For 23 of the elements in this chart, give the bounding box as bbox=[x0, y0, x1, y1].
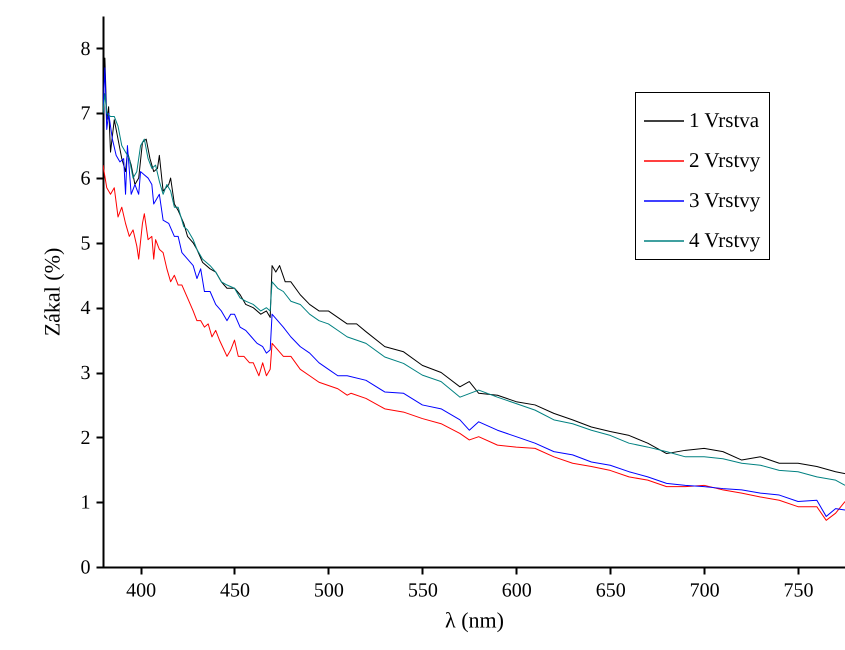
y-tick-label: 6 bbox=[80, 168, 90, 190]
x-tick-label: 750 bbox=[784, 580, 814, 602]
x-axis-title: λ (nm) bbox=[445, 608, 504, 632]
legend-label: 4 Vrstvy bbox=[689, 228, 761, 252]
x-tick-label: 450 bbox=[220, 580, 250, 602]
y-tick-label: 5 bbox=[80, 232, 90, 254]
y-tick-label: 1 bbox=[80, 492, 90, 514]
legend-label: 2 Vrstvy bbox=[689, 148, 761, 172]
legend-label: 3 Vrstvy bbox=[689, 188, 761, 212]
x-tick-label: 500 bbox=[314, 580, 344, 602]
y-tick-label: 4 bbox=[80, 297, 90, 320]
y-tick-label: 7 bbox=[80, 102, 90, 125]
y-tick-label: 0 bbox=[80, 556, 90, 578]
x-tick-label: 400 bbox=[126, 580, 156, 602]
x-tick-label: 700 bbox=[690, 580, 720, 602]
y-tick-label: 2 bbox=[80, 426, 90, 449]
x-tick-label: 600 bbox=[502, 580, 532, 602]
legend-label: 1 Vrstva bbox=[689, 108, 760, 132]
y-tick-label: 8 bbox=[80, 38, 90, 60]
x-tick-label: 550 bbox=[408, 580, 438, 602]
y-axis-title: Zákal (%) bbox=[40, 248, 64, 336]
y-tick-label: 3 bbox=[80, 362, 90, 384]
x-tick-label: 650 bbox=[596, 580, 626, 602]
